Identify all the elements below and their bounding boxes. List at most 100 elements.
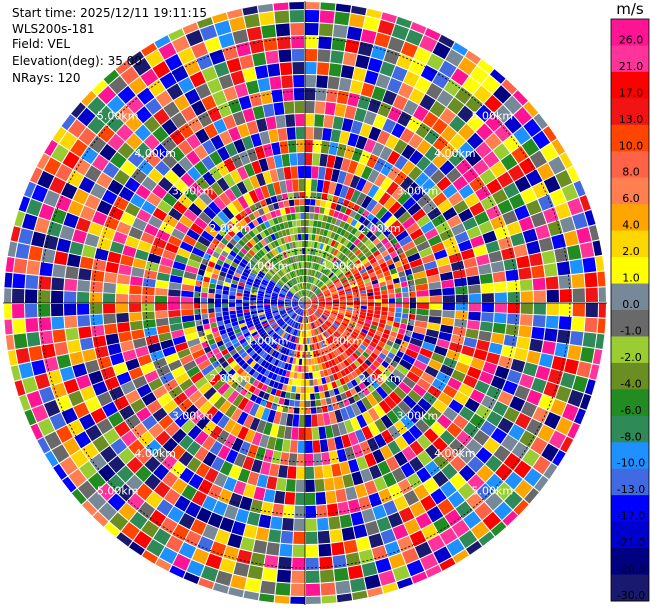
gate-cell xyxy=(409,258,423,268)
gate-cell xyxy=(328,516,341,530)
gate-cell xyxy=(286,308,293,312)
gate-cell xyxy=(533,290,546,303)
gate-cell xyxy=(257,273,264,279)
gate-cell xyxy=(361,180,374,195)
gate-cell xyxy=(439,160,455,176)
gate-cell xyxy=(221,250,229,258)
gate-cell xyxy=(185,29,204,47)
gate-cell xyxy=(270,279,277,284)
gate-cell xyxy=(433,249,448,260)
gate-cell xyxy=(274,10,290,24)
gate-cell xyxy=(310,393,316,400)
gate-cell xyxy=(320,2,336,11)
gate-cell xyxy=(298,427,305,440)
gate-cell xyxy=(371,142,385,157)
gate-cell xyxy=(273,287,280,292)
gate-cell xyxy=(281,322,287,329)
colorbar-tick-label: 10.0 xyxy=(619,139,644,152)
gate-cell xyxy=(416,156,431,171)
gate-cell xyxy=(414,76,432,93)
gate-cell xyxy=(359,150,371,165)
gate-cell xyxy=(312,227,317,234)
gate-cell xyxy=(254,187,265,201)
gate-cell xyxy=(393,355,402,364)
gate-cell xyxy=(497,417,514,434)
gate-cell xyxy=(258,390,266,398)
gate-cell xyxy=(288,349,293,357)
gate-cell xyxy=(288,310,294,315)
gate-cell xyxy=(332,307,339,310)
gate-cell xyxy=(203,276,211,283)
gate-cell xyxy=(320,325,325,332)
gate-cell xyxy=(429,295,442,303)
gate-cell xyxy=(356,277,363,283)
gate-cell xyxy=(254,65,269,79)
gate-cell xyxy=(152,385,168,399)
gate-cell xyxy=(359,344,367,351)
gate-cell xyxy=(396,53,413,70)
gate-cell xyxy=(261,257,268,264)
gate-cell xyxy=(417,450,433,466)
gate-cell xyxy=(12,273,26,289)
gate-cell xyxy=(222,114,237,130)
gate-cell xyxy=(216,429,230,445)
colorbar-swatch xyxy=(611,19,649,46)
gate-cell xyxy=(192,548,209,565)
gate-cell xyxy=(519,430,537,448)
gate-cell xyxy=(470,66,489,84)
gate-cell xyxy=(236,303,243,307)
gate-cell xyxy=(331,169,340,183)
gate-cell xyxy=(312,440,321,453)
gate-cell xyxy=(313,256,318,263)
gate-cell xyxy=(97,237,112,251)
gate-cell xyxy=(325,306,332,309)
gate-cell xyxy=(243,331,251,338)
gate-cell xyxy=(273,275,279,281)
gate-cell xyxy=(198,382,213,395)
gate-cell xyxy=(279,338,284,345)
gate-cell xyxy=(326,281,333,287)
gate-cell xyxy=(247,565,264,580)
gate-cell xyxy=(400,281,408,288)
gate-cell xyxy=(232,276,240,282)
gate-cell xyxy=(280,237,286,245)
gate-cell xyxy=(351,471,364,486)
gate-cell xyxy=(458,184,474,199)
gate-cell xyxy=(234,272,241,278)
gate-cell xyxy=(305,300,311,303)
gate-cell xyxy=(285,114,296,127)
gate-cell xyxy=(281,288,288,293)
gate-cell xyxy=(544,263,558,277)
gate-cell xyxy=(247,471,260,486)
gate-cell xyxy=(302,297,305,303)
gate-cell xyxy=(305,492,316,505)
gate-cell xyxy=(122,349,137,362)
gate-cell xyxy=(186,228,200,241)
gate-cell xyxy=(303,303,305,309)
gate-cell xyxy=(63,437,81,456)
gate-cell xyxy=(253,333,260,340)
gate-cell xyxy=(290,213,296,220)
gate-cell xyxy=(278,303,284,305)
gate-cell xyxy=(171,268,185,277)
gate-cell xyxy=(264,308,271,312)
gate-cell xyxy=(277,353,283,360)
gate-cell xyxy=(92,381,108,396)
gate-cell xyxy=(407,279,415,287)
gate-cell xyxy=(317,517,329,531)
gate-cell xyxy=(246,120,259,135)
gate-cell xyxy=(315,492,327,505)
gate-cell xyxy=(270,210,277,218)
gate-cell xyxy=(374,310,381,315)
gate-cell xyxy=(292,304,299,306)
colorbar-tick-label: 13.0 xyxy=(619,113,644,126)
gate-cell xyxy=(289,228,294,235)
gate-cell xyxy=(318,342,323,349)
gate-cell xyxy=(265,386,273,394)
gate-cell xyxy=(541,340,556,355)
gate-cell xyxy=(324,167,333,181)
gate-cell xyxy=(327,345,333,352)
gate-cell xyxy=(282,88,294,102)
gate-cell xyxy=(330,396,338,404)
gate-cell xyxy=(358,334,365,341)
